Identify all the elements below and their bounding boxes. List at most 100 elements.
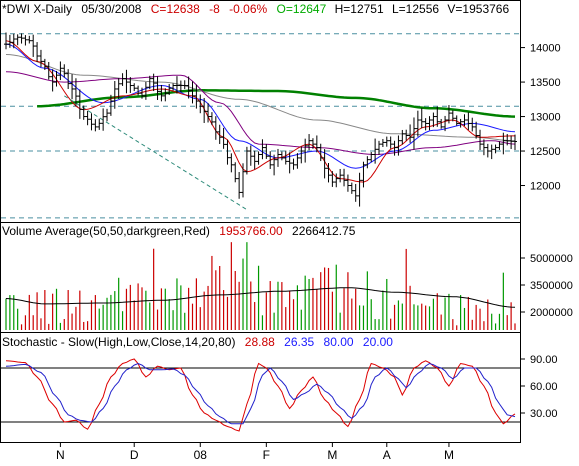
- moving-average-red: [5, 40, 515, 183]
- high-label: H=12751: [335, 2, 384, 16]
- close-label: C=12638: [151, 2, 200, 16]
- price-bar: [283, 150, 288, 165]
- price-bar: [221, 127, 226, 149]
- price-header: *DWI X-Daily 05/30/2008 C=12638 -8 -0.06…: [2, 2, 509, 16]
- price-bar: [147, 75, 152, 90]
- stoch-k-value: 28.88: [245, 335, 275, 349]
- price-bar: [493, 144, 498, 154]
- price-bar: [334, 173, 339, 188]
- price-bar: [345, 174, 350, 192]
- price-bar: [229, 153, 234, 173]
- price-bar: [361, 161, 366, 188]
- price-bar: [62, 64, 67, 78]
- price-bar: [260, 139, 265, 160]
- price-bar: [485, 143, 490, 158]
- price-bar: [408, 124, 413, 143]
- price-bar: [342, 168, 347, 187]
- price-bar: [338, 168, 343, 183]
- price-bar: [299, 146, 304, 164]
- price-bar: [295, 153, 300, 169]
- price-bar: [190, 81, 195, 104]
- price-bar: [11, 33, 16, 49]
- price-bar: [380, 138, 385, 148]
- price-bar: [23, 35, 28, 46]
- volume-title: Volume Average(50,50,darkgreen,Red): [2, 224, 210, 238]
- volume-average: [5, 287, 516, 308]
- price-bar: [93, 119, 98, 132]
- x-axis-labels: N D 08 F M A M: [56, 442, 454, 462]
- price-bar: [66, 69, 71, 90]
- price-bar: [31, 34, 36, 57]
- volume-average-line: [5, 287, 516, 308]
- price-bar: [439, 118, 444, 129]
- trend-line: [64, 95, 248, 211]
- price-bar: [46, 61, 51, 80]
- price-y-tick-label: 13500: [530, 77, 561, 89]
- price-y-tick-label: 12500: [530, 146, 561, 158]
- price-bar: [105, 108, 110, 122]
- price-bar: [458, 118, 463, 128]
- price-bar: [27, 35, 32, 44]
- price-bar: [202, 97, 207, 123]
- price-bar: [186, 76, 191, 99]
- price-bar: [167, 84, 172, 96]
- price-y-tick-label: 14000: [530, 43, 561, 55]
- stoch-d-value: 26.35: [284, 335, 314, 349]
- price-bar: [89, 113, 94, 131]
- price-bar: [248, 145, 253, 166]
- price-bar: [446, 105, 451, 124]
- price-bar: [307, 134, 312, 151]
- price-bar: [411, 117, 416, 150]
- moving-average-blue: [5, 43, 516, 169]
- volume-y-tick-label: 3500000: [530, 280, 573, 292]
- x-axis-label: D: [130, 448, 139, 462]
- price-bar: [50, 69, 55, 92]
- price-bar: [310, 138, 315, 149]
- x-axis-label: F: [263, 448, 270, 462]
- gridlines: [1, 33, 520, 423]
- stoch-panel-frame: [0, 332, 521, 443]
- price-bar: [163, 88, 168, 102]
- price-bar: [462, 114, 467, 126]
- price-bar: [178, 80, 183, 93]
- price-bar: [58, 61, 63, 81]
- price-bar: [423, 118, 428, 131]
- price-bar: [97, 118, 102, 130]
- price-bar: [272, 154, 277, 176]
- price-bar: [415, 110, 420, 137]
- trend-line-segment: [64, 95, 248, 211]
- price-bar: [139, 87, 144, 99]
- price-bar: [369, 151, 374, 163]
- price-bar: [384, 136, 389, 147]
- price-bar: [217, 124, 222, 145]
- price-bar: [509, 135, 514, 150]
- price-bar: [388, 136, 393, 149]
- price-bar: [431, 112, 436, 128]
- price-bar: [124, 69, 129, 94]
- volume-value-2: 2266412.75: [292, 224, 356, 238]
- price-bar: [501, 132, 506, 155]
- stochastic-lines: [5, 358, 516, 432]
- x-axis-label: N: [56, 448, 65, 462]
- price-bar: [470, 117, 475, 132]
- price-bar: [404, 129, 409, 141]
- volume-header: Volume Average(50,50,darkgreen,Red) 1953…: [2, 224, 356, 238]
- x-axis-label: M: [444, 448, 454, 462]
- price-bar: [291, 158, 296, 170]
- stoch-header: Stochastic - Slow(High,Low,Close,14,20,8…: [2, 335, 393, 349]
- price-bar: [322, 149, 327, 179]
- x-axis-label: A: [383, 448, 391, 462]
- price-bar: [505, 133, 510, 146]
- price-bar: [120, 73, 125, 86]
- price-bar: [128, 77, 133, 93]
- price-bar: [314, 135, 319, 153]
- price-bar: [81, 105, 86, 120]
- price-bar: [373, 138, 378, 164]
- price-bar: [443, 115, 448, 132]
- price-bar: [241, 163, 246, 198]
- price-bar: [136, 85, 141, 96]
- symbol-label: *DWI X-Daily: [2, 2, 72, 16]
- low-label: L=12556: [392, 2, 439, 16]
- price-bar: [198, 94, 203, 114]
